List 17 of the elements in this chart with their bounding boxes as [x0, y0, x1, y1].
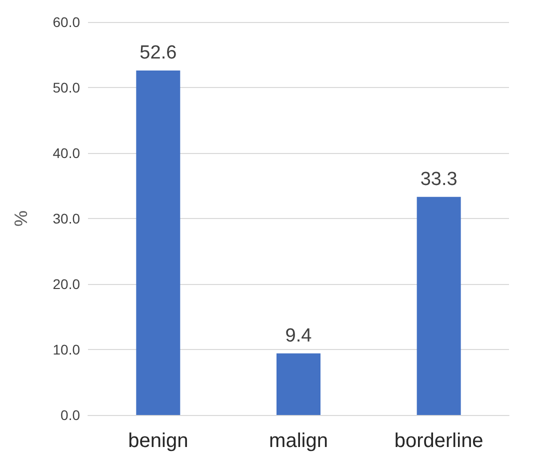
y-tick-label: 0.0 [60, 407, 80, 423]
data-label: 52.6 [140, 42, 177, 64]
y-tick-label: 40.0 [52, 145, 80, 161]
y-tick-label: 60.0 [52, 14, 80, 30]
x-tick-label: borderline [394, 430, 484, 452]
data-label: 33.3 [420, 168, 458, 190]
x-tick-label: malign [269, 430, 328, 452]
y-tick-label: 30.0 [52, 210, 80, 226]
data-label: 9.4 [285, 325, 312, 346]
y-axis-title: % [11, 210, 31, 227]
bar [136, 70, 180, 415]
y-tick-label: 20.0 [52, 276, 80, 292]
x-tick-label: benign [128, 430, 188, 452]
y-tick-label: 10.0 [52, 342, 80, 358]
bar [416, 196, 461, 415]
y-tick-label: 50.0 [52, 80, 80, 96]
bar [276, 353, 320, 415]
